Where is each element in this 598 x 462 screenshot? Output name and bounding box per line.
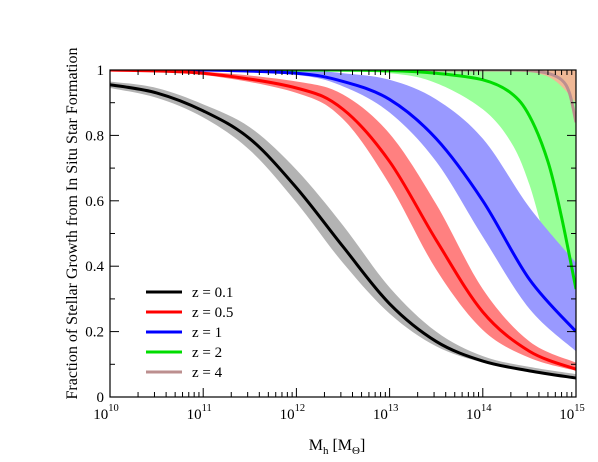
x-tick-label: 1014 (466, 403, 492, 423)
y-tick-label: 0 (97, 390, 105, 406)
legend-label: z = 0.1 (192, 285, 233, 301)
x-axis-label-unit-close: ] (360, 437, 365, 454)
series-line-z-0-1 (110, 83, 576, 380)
series-line-z-0-5 (110, 70, 576, 371)
legend: z = 0.1 z = 0.5 z = 1 z = 2 z = 4 (146, 285, 233, 381)
x-tick-label: 1011 (187, 403, 212, 423)
y-axis-label: Fraction of Stellar Growth from In Situ … (64, 48, 81, 400)
legend-label: z = 0.5 (192, 305, 233, 321)
legend-label: z = 2 (192, 345, 222, 361)
ticks-layer (109, 69, 577, 398)
band-z-2 (110, 70, 576, 332)
y-tick-label: 0.6 (85, 194, 104, 210)
legend-label: z = 1 (192, 325, 222, 341)
series-line-z-2 (110, 70, 576, 290)
lines-layer (110, 70, 576, 380)
x-tick-label: 1015 (559, 403, 585, 423)
legend-label: z = 4 (192, 365, 223, 381)
bands-layer (110, 70, 576, 378)
x-axis-label-sub: h (323, 445, 329, 457)
x-tick-label: 1012 (280, 403, 306, 423)
tick-labels-layer: 1010 1011 1012 1013 1014 1015 0 0.2 0.4 0.6 0.8 1 (85, 63, 585, 423)
y-tick-label: 0.2 (85, 325, 104, 341)
x-axis-label-unit-sub: Θ (352, 445, 360, 457)
y-tick-label: 0.4 (85, 259, 104, 275)
band-z-0-5 (110, 70, 576, 371)
x-tick-label: 1013 (373, 403, 399, 423)
y-tick-label: 0.8 (85, 128, 104, 144)
band-z-0-1 (110, 81, 576, 378)
x-axis-label: Mh [MΘ] (309, 437, 366, 457)
y-tick-label: 1 (97, 63, 105, 79)
x-tick-label: 1010 (93, 403, 119, 423)
x-axis-label-main: M (309, 437, 323, 454)
x-axis-label-unit-open: [M (328, 437, 352, 454)
series-line-z-4 (110, 70, 576, 123)
band-z-1 (110, 70, 576, 352)
